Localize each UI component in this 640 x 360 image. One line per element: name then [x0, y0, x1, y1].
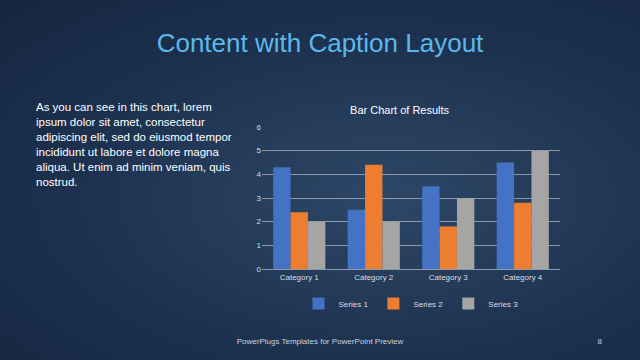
svg-text:Category 2: Category 2 [354, 273, 394, 282]
html-text:8: 8 [597, 337, 602, 346]
svg-text:2: 2 [257, 217, 262, 226]
svg-text:0: 0 [257, 265, 262, 274]
svg-text:Bar Chart of Results: Bar Chart of Results [350, 104, 450, 116]
svg-text:1: 1 [257, 241, 262, 250]
svg-text:Category 1: Category 1 [280, 273, 320, 282]
svg-text:3: 3 [257, 194, 262, 203]
html-text:Content with Caption Layout: Content with Caption Layout [156, 28, 484, 58]
svg-text:5: 5 [257, 146, 262, 155]
html-text:As you can see in this chart,: As you can see in this chart, lorem ipsu… [36, 101, 232, 188]
svg-text:4: 4 [257, 170, 262, 179]
svg-text:Category 3: Category 3 [429, 273, 469, 282]
svg-text:Category 4: Category 4 [503, 273, 543, 282]
svg-text:Series 3: Series 3 [488, 300, 518, 309]
svg-text:Series 2: Series 2 [413, 300, 443, 309]
svg-text:Series 1: Series 1 [339, 300, 369, 309]
html-text:PowerPlugs Templates for Power: PowerPlugs Templates for PowerPoint Prev… [236, 337, 404, 346]
svg-text:6: 6 [257, 123, 262, 132]
